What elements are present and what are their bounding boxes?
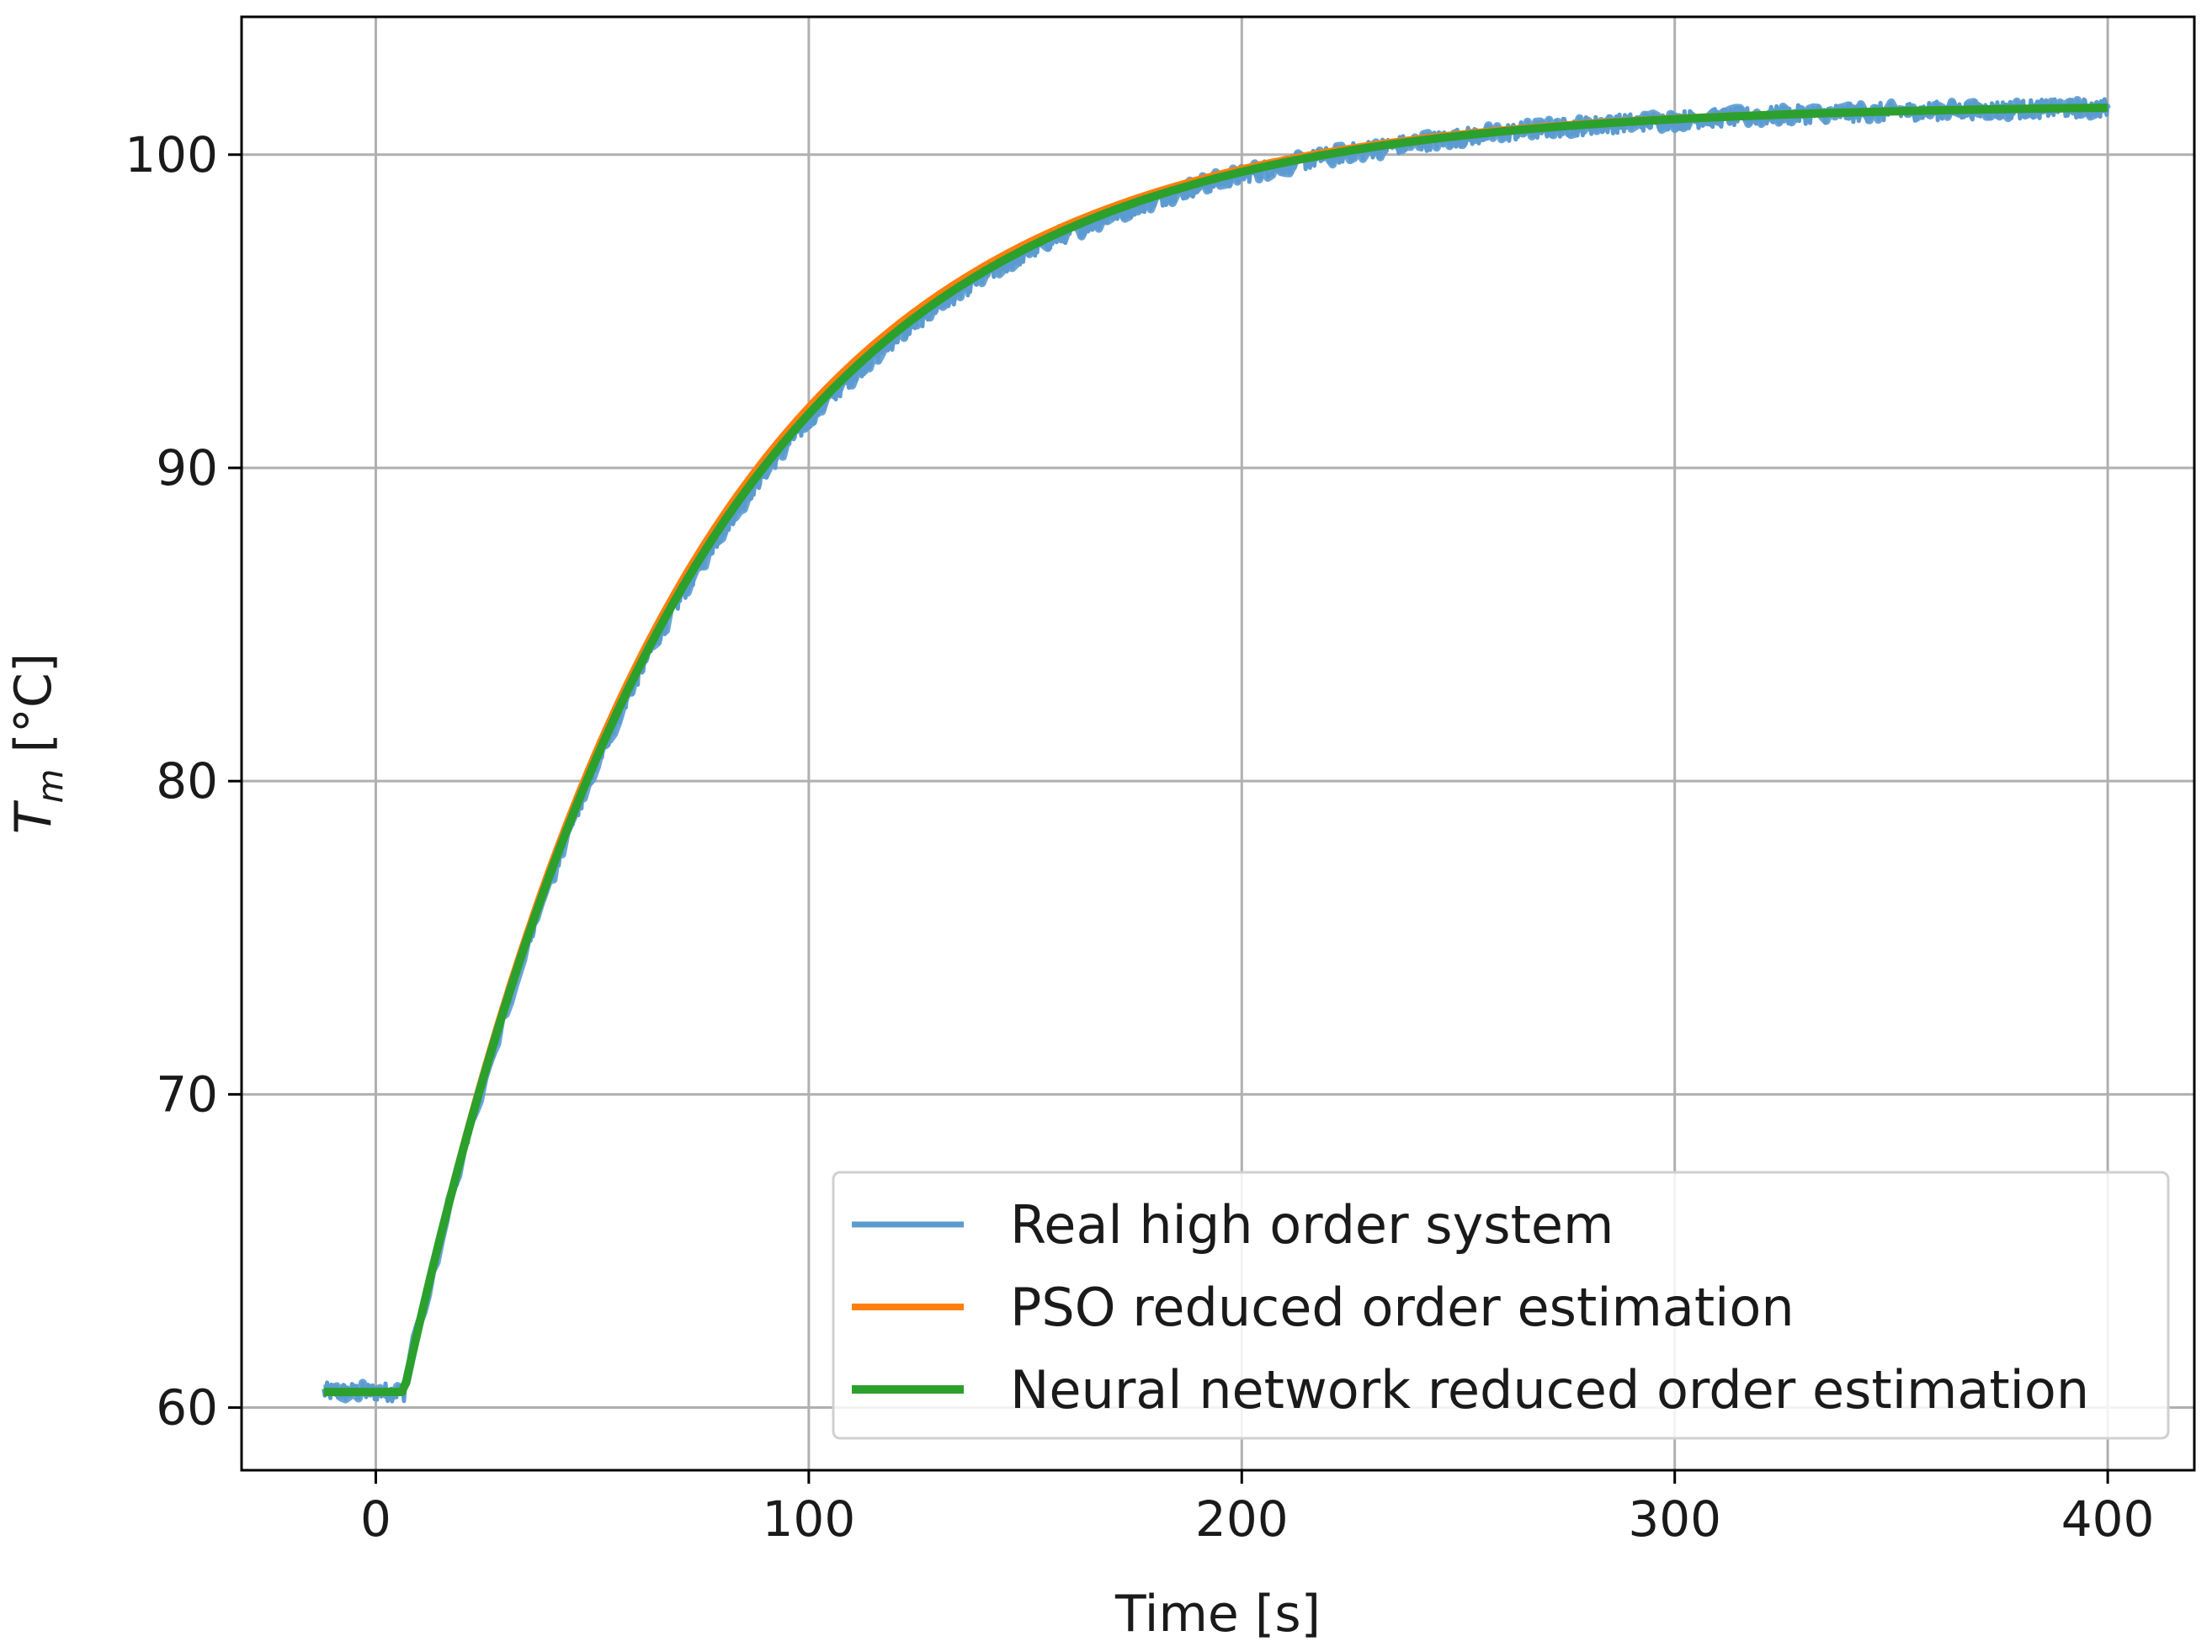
x-tick-label: 300 bbox=[1628, 1490, 1721, 1548]
legend-entries: Real high order system PSO reduced order … bbox=[852, 1194, 2089, 1421]
y-tick-label: 70 bbox=[156, 1065, 218, 1123]
legend: Real high order system PSO reduced order … bbox=[832, 1171, 2170, 1440]
series-lines bbox=[322, 96, 2111, 1404]
y-axis-label-subscript: m bbox=[29, 769, 71, 804]
x-tick-label: 100 bbox=[763, 1490, 856, 1548]
x-axis-ticks: 0 100 200 300 400 bbox=[360, 1470, 2154, 1548]
x-axis-label: Time [s] bbox=[1114, 1585, 1321, 1644]
y-axis-label: Tm [°C] bbox=[4, 653, 71, 834]
x-tick-label: 200 bbox=[1195, 1490, 1289, 1548]
series-line-3 bbox=[323, 104, 2108, 1396]
y-axis-ticks: 60 70 80 90 100 bbox=[125, 126, 242, 1437]
y-tick-label: 80 bbox=[156, 752, 218, 810]
legend-box bbox=[832, 1171, 2170, 1440]
y-tick-label: 90 bbox=[156, 439, 218, 497]
y-axis-label-main: T bbox=[4, 799, 63, 834]
x-tick-label: 0 bbox=[360, 1490, 391, 1548]
legend-label-3: Neural network reduced order estimation bbox=[1010, 1359, 2089, 1421]
y-axis-label-unit: [°C] bbox=[4, 653, 63, 769]
y-tick-label: 100 bbox=[125, 126, 218, 183]
x-tick-label: 400 bbox=[2061, 1490, 2155, 1548]
plot-frame bbox=[240, 15, 2196, 1472]
y-tick-label: 60 bbox=[156, 1379, 218, 1437]
legend-label-2: PSO reduced order estimation bbox=[1010, 1277, 1795, 1338]
legend-label-1: Real high order system bbox=[1010, 1194, 1614, 1256]
